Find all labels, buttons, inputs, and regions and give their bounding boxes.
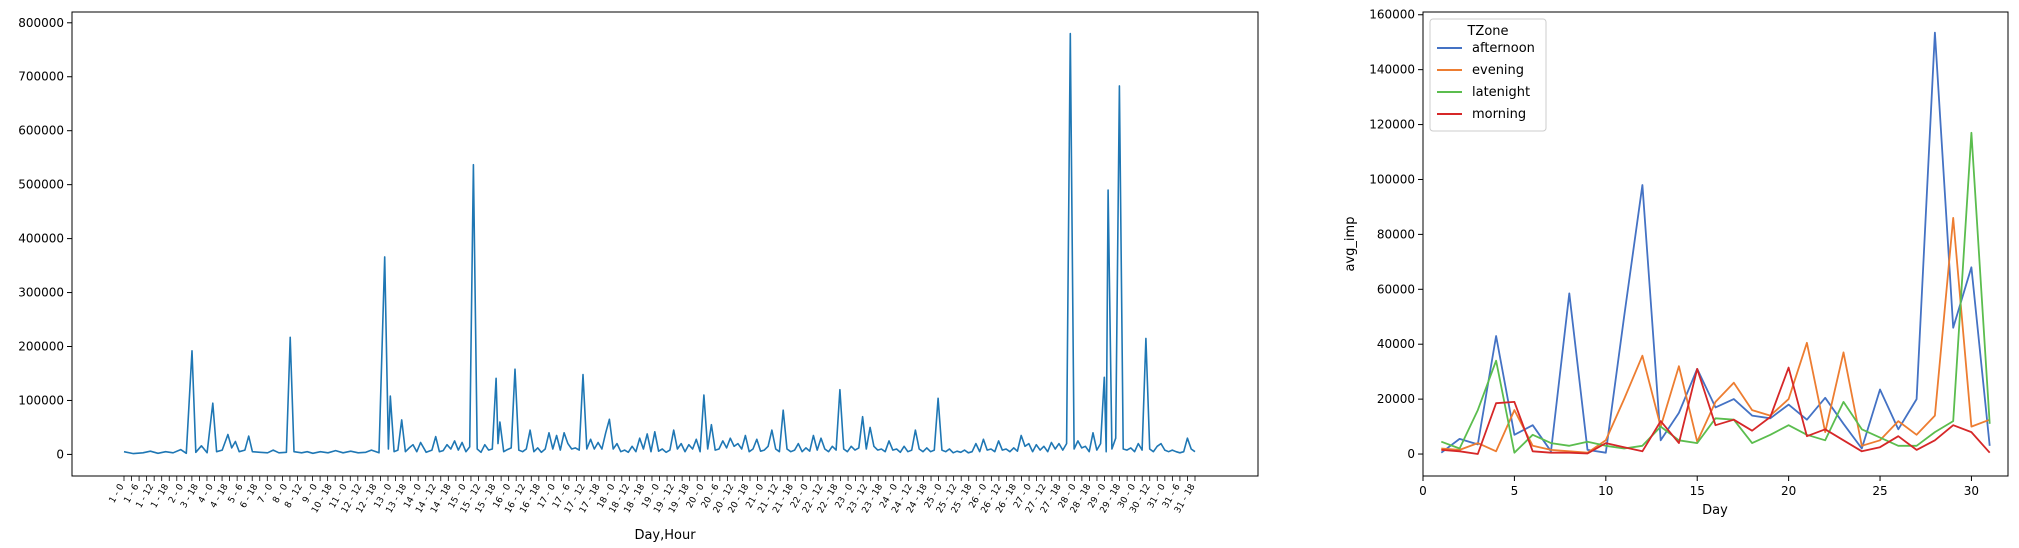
legend-items: afternoon evening latenight morning	[1437, 41, 1535, 122]
y-tick-label: 300000	[18, 286, 64, 300]
x-tick-label: 10	[1598, 484, 1613, 498]
x-tick-label: 0	[1419, 484, 1427, 498]
y-tick-label: 120000	[1369, 118, 1415, 132]
x-tick-label: 25	[1872, 484, 1887, 498]
series-line-afternoon	[1440, 31, 1991, 454]
y-tick-label: 140000	[1369, 63, 1415, 77]
x-tick-label: 30	[1964, 484, 1979, 498]
y-tick-label: 500000	[18, 178, 64, 192]
y-tick-label: 0	[1407, 447, 1415, 461]
series-lines	[123, 32, 1196, 455]
y-tick-label: 0	[56, 447, 64, 461]
plot-frame	[1422, 11, 2009, 477]
x-tick-label: 20	[1781, 484, 1796, 498]
legend-label-afternoon: afternoon	[1472, 41, 1535, 56]
series-line	[123, 32, 1196, 455]
y-tick-label: 60000	[1377, 282, 1415, 296]
y-tick-label: 160000	[1369, 8, 1415, 22]
y-tick-label: 100000	[1369, 172, 1415, 186]
y-tick-label: 20000	[1377, 392, 1415, 406]
plot-frame	[71, 11, 1259, 477]
legend-label-latenight: latenight	[1472, 85, 1530, 100]
series-line-morning	[1441, 366, 1991, 455]
series-lines	[1440, 31, 1991, 455]
y-tick-label: 100000	[18, 393, 64, 407]
y-tick-label: 700000	[18, 70, 64, 84]
x-axis-label: Day,Hour	[634, 528, 696, 543]
y-tick-label: 400000	[18, 232, 64, 246]
x-axis-ticks: 1 - 01 - 61 - 121 - 182 - 03 - 184 - 04 …	[108, 476, 1198, 515]
series-line-evening	[1441, 217, 1991, 454]
x-axis-label: Day	[1702, 503, 1728, 518]
x-tick-label: 15	[1690, 484, 1705, 498]
y-tick-label: 600000	[18, 124, 64, 138]
legend-title: TZone	[1466, 24, 1508, 39]
y-axis-ticks: 0 100000 200000 300000 400000 500000 600000 700…	[18, 16, 72, 461]
legend: TZone afternoon evening latenight morning	[1429, 18, 1547, 132]
y-tick-label: 40000	[1377, 337, 1415, 351]
chart-avg-imp-by-day: 0 20000 40000 60000 80000 100000 120000 140000 1…	[1343, 8, 2009, 518]
y-tick-label: 800000	[18, 16, 64, 30]
series-line-latenight	[1440, 131, 1991, 454]
legend-label-morning: morning	[1472, 107, 1526, 122]
legend-label-evening: evening	[1472, 63, 1524, 78]
chart-impressions-by-day-hour: 0 100000 200000 300000 400000 500000 600000 700…	[18, 11, 1259, 543]
y-tick-label: 200000	[18, 340, 64, 354]
x-axis-ticks: 0 5 10 15 20 25 30	[1419, 476, 1979, 498]
y-axis-ticks: 0 20000 40000 60000 80000 100000 120000 140000 1…	[1369, 8, 1423, 461]
y-axis-label: avg_imp	[1343, 217, 1358, 272]
x-tick-label: 5	[1511, 484, 1519, 498]
y-tick-label: 80000	[1377, 227, 1415, 241]
